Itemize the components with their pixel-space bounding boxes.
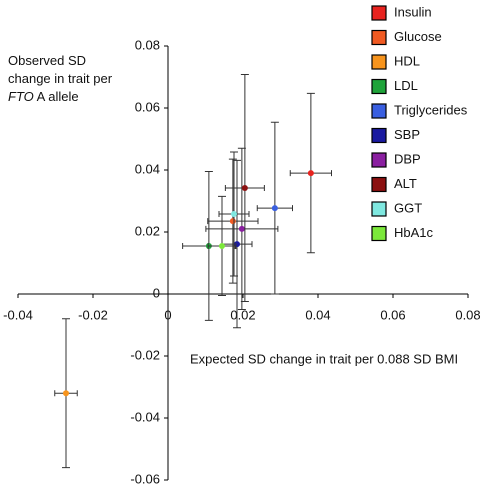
x-tick-label: -0.02 bbox=[78, 307, 108, 322]
legend-label: SBP bbox=[394, 127, 420, 142]
legend-label: HDL bbox=[394, 53, 420, 68]
x-axis-label: Expected SD change in trait per 0.088 SD… bbox=[190, 351, 458, 366]
legend-swatch bbox=[371, 201, 387, 217]
x-tick-label: 0.04 bbox=[305, 307, 330, 322]
legend-label: HbA1c bbox=[394, 225, 434, 240]
legend-swatch bbox=[371, 5, 387, 21]
point bbox=[231, 211, 237, 218]
point bbox=[271, 205, 278, 212]
point bbox=[238, 225, 245, 232]
legend-swatch bbox=[371, 78, 387, 95]
legend-label: Triglycerides bbox=[394, 102, 468, 117]
y-tick-label: 0 bbox=[153, 285, 160, 300]
legend-swatch bbox=[371, 127, 387, 144]
y-label-text: Observed SD change in trait per bbox=[8, 53, 113, 86]
x-tick-label: 0.08 bbox=[455, 307, 480, 322]
y-tick-label: -0.06 bbox=[130, 471, 160, 486]
y-tick-label: 0.08 bbox=[135, 37, 160, 52]
y-axis-label: Observed SD change in trait per FTO A al… bbox=[8, 52, 118, 106]
legend-swatch bbox=[371, 176, 387, 193]
x-tick-label: 0 bbox=[164, 307, 171, 322]
x-tick-label: -0.04 bbox=[3, 307, 33, 322]
y-tick-label: -0.02 bbox=[130, 347, 160, 362]
point bbox=[229, 218, 236, 225]
legend-label: LDL bbox=[394, 78, 418, 93]
legend-swatch bbox=[371, 29, 387, 46]
point bbox=[241, 184, 248, 191]
point bbox=[63, 390, 69, 397]
legend-swatch bbox=[371, 225, 387, 242]
legend-swatch bbox=[371, 54, 387, 70]
y-tick-label: 0.04 bbox=[135, 161, 160, 176]
x-tick-label: 0.06 bbox=[380, 307, 405, 322]
y-tick-label: -0.04 bbox=[130, 409, 160, 424]
y-tick-label: 0.02 bbox=[135, 223, 160, 238]
y-label-gene: FTO bbox=[8, 89, 34, 104]
legend-label: Insulin bbox=[394, 4, 432, 19]
legend-label: Glucose bbox=[394, 29, 442, 44]
legend-label: ALT bbox=[394, 176, 417, 191]
legend-label: GGT bbox=[394, 200, 422, 215]
legend-swatch bbox=[371, 152, 387, 168]
y-label-text: A allele bbox=[33, 89, 79, 104]
point bbox=[307, 170, 314, 177]
y-tick-label: 0.06 bbox=[135, 99, 160, 114]
point bbox=[219, 242, 225, 249]
legend-swatch bbox=[371, 103, 387, 119]
legend-label: DBP bbox=[394, 151, 421, 166]
